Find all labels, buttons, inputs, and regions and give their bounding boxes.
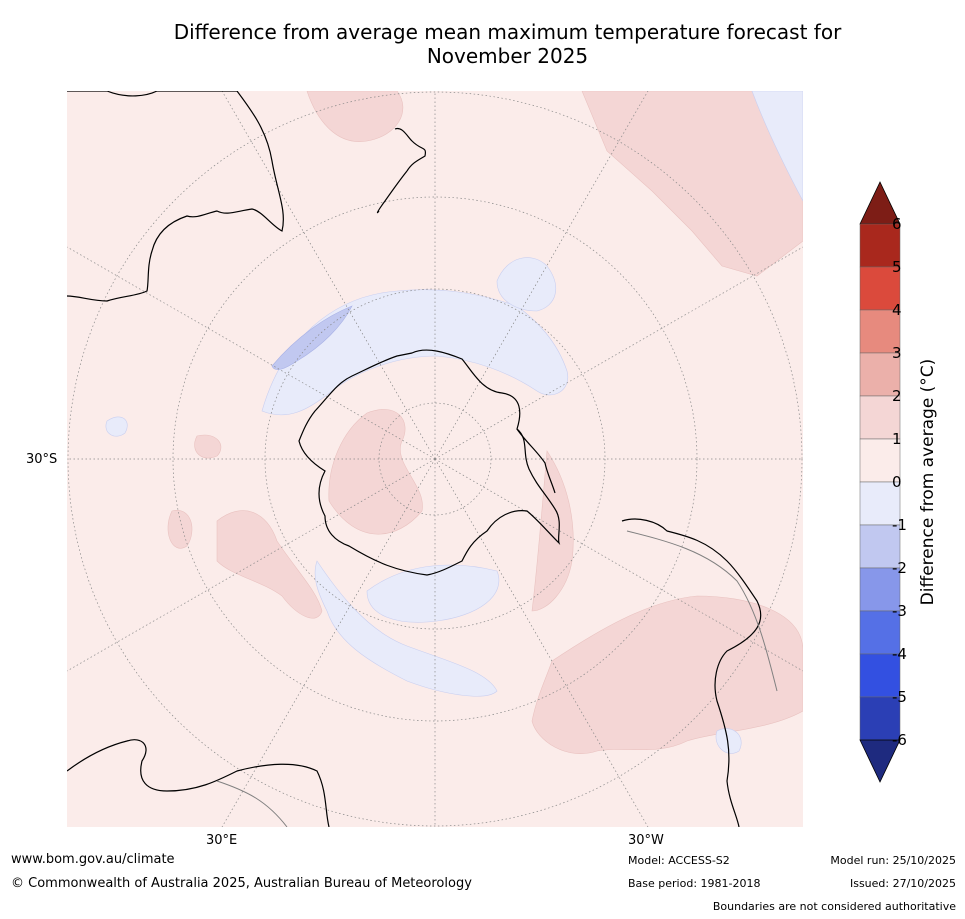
colorbar-tick-label: -1	[892, 516, 907, 534]
colorbar-label: Difference from average (°C)	[918, 358, 938, 606]
colorbar-band	[859, 653, 901, 698]
new-zealand-north-island	[394, 127, 427, 172]
colorbar-tick-label: -6	[892, 731, 907, 749]
colorbar-band	[859, 524, 901, 569]
cool-region-ne-corner	[751, 91, 803, 202]
title-line-1: Difference from average mean maximum tem…	[173, 20, 842, 44]
colorbar-band	[859, 610, 901, 655]
colorbar-band	[859, 567, 901, 612]
colorbar	[859, 181, 901, 783]
footer-base-period: Base period: 1981-2018	[628, 877, 761, 890]
africa-coastline	[67, 739, 330, 827]
south-america-border	[626, 530, 778, 692]
colorbar-tick-label: 3	[892, 344, 902, 362]
footer-issued: Issued: 27/10/2025	[849, 877, 956, 890]
title-line-2: November 2025	[426, 44, 589, 68]
warm-region-patch-a	[167, 510, 193, 549]
footer-model-run: Model run: 25/10/2025	[830, 854, 956, 867]
antarctica-coastline	[298, 349, 561, 576]
antarctic-peninsula-coast	[516, 428, 556, 494]
meridian-150w	[434, 91, 649, 460]
colorbar-band	[859, 696, 901, 741]
meridian-60e	[67, 458, 436, 672]
forecast-map	[67, 91, 803, 827]
colorbar-band	[859, 223, 901, 268]
colorbar-band	[859, 481, 901, 526]
colorbar-band	[859, 309, 901, 354]
lat-circle-60s	[264, 288, 606, 630]
country-borders	[216, 530, 778, 827]
colorbar-tick-label: 0	[892, 473, 902, 491]
meridian-60w	[434, 458, 803, 672]
colorbar-tick-label: -5	[892, 688, 907, 706]
cool-region-amundsen	[496, 257, 556, 312]
footer-url[interactable]: www.bom.gov.au/climate	[11, 852, 175, 867]
colorbar-tick-label: -4	[892, 645, 907, 663]
cool-region-weddell	[366, 564, 500, 623]
grid-label-30e: 30°E	[206, 833, 238, 848]
lat-circle-45s	[172, 196, 698, 722]
colorbar-bottom-extend	[859, 739, 901, 783]
grid-label-30s: 30°S	[26, 452, 58, 467]
meridian-150e	[221, 91, 436, 460]
cool-region-strong	[271, 305, 353, 370]
lat-circle-30s	[67, 91, 803, 827]
meridian-30e	[221, 458, 436, 827]
warm-region-tasman	[306, 91, 404, 142]
colorbar-tick-label: -2	[892, 559, 907, 577]
warm-region-antarctic-interior	[328, 409, 423, 535]
coastlines	[67, 91, 762, 827]
warm-region-south-pacific	[531, 450, 574, 612]
footer-disclaimer: Boundaries are not considered authoritat…	[712, 900, 956, 913]
colorbar-band	[859, 438, 901, 483]
south-america-coastline	[621, 518, 762, 827]
footer-model: Model: ACCESS-S2	[628, 854, 730, 867]
chart-title: Difference from average mean maximum tem…	[0, 20, 965, 68]
grid-label-30w: 30°W	[628, 833, 664, 848]
cool-region-southern-indian	[314, 560, 498, 697]
meridian-lines	[67, 91, 803, 827]
warm-region-indian-ocean	[216, 510, 323, 619]
australia-coastline	[67, 91, 284, 302]
colorbar-band	[859, 395, 901, 440]
meridian-30w	[434, 458, 649, 827]
colorbar-band	[859, 352, 901, 397]
colorbar-tick-label: -3	[892, 602, 907, 620]
colorbar-tick-label: 1	[892, 430, 902, 448]
colorbar-band	[859, 266, 901, 311]
colorbar-tick-label: 2	[892, 387, 902, 405]
africa-border	[216, 780, 288, 827]
footer-copyright: © Commonwealth of Australia 2025, Austra…	[11, 876, 472, 891]
warm-anomaly-regions	[167, 91, 803, 754]
meridian-120w	[434, 246, 803, 460]
warm-region-patch-b	[194, 434, 222, 459]
new-zealand-south-island	[376, 170, 408, 214]
meridian-120e	[67, 246, 436, 460]
colorbar-tick-label: 5	[892, 258, 902, 276]
cool-region-patch-2	[715, 728, 742, 754]
colorbar-tick-label: 4	[892, 301, 902, 319]
cool-region-patch-1	[105, 416, 128, 437]
colorbar-tick-label: 6	[892, 215, 902, 233]
